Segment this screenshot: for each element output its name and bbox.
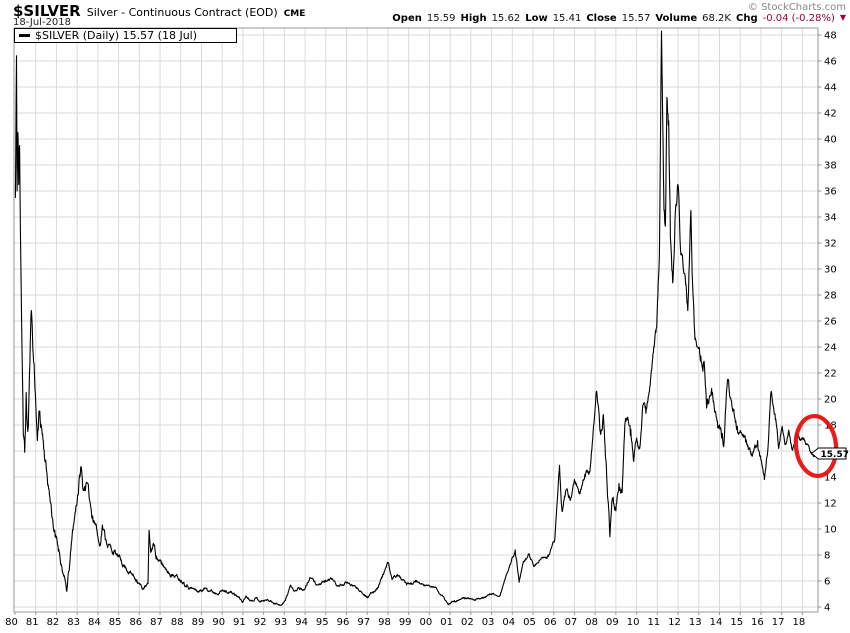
chart-legend: $SILVER (Daily) 15.57 (18 Jul) (14, 28, 237, 43)
y-axis-label: 44 (824, 83, 837, 94)
x-axis-label: 07 (565, 617, 578, 628)
y-axis-label: 10 (824, 525, 837, 536)
close-value: 15.57 (621, 13, 651, 24)
x-axis-label: 85 (109, 617, 122, 628)
x-axis-label: 01 (440, 617, 453, 628)
x-axis-label: 91 (233, 617, 246, 628)
down-triangle-icon: ▼ (839, 13, 846, 22)
plot-frame (13, 27, 819, 613)
y-axis-label: 30 (824, 265, 837, 276)
x-axis-label: 04 (502, 617, 515, 628)
open-value: 15.59 (426, 13, 456, 24)
x-axis-label: 93 (274, 617, 287, 628)
x-axis-label: 95 (316, 617, 329, 628)
x-axis-label: 00 (420, 617, 433, 628)
y-axis-label: 32 (824, 239, 837, 250)
volume-value: 68.2K (702, 13, 731, 24)
x-axis-label: 92 (254, 617, 267, 628)
y-axis-label: 38 (824, 161, 837, 172)
x-axis-label: 08 (585, 617, 598, 628)
symbol-label: $SILVER (13, 2, 81, 20)
x-axis-label: 12 (668, 617, 681, 628)
chart-date: 18-Jul-2018 (13, 17, 72, 28)
y-axis-label: 4 (824, 603, 830, 614)
x-axis-label: 02 (461, 617, 474, 628)
x-axis-label: 15 (730, 617, 743, 628)
y-axis-label: 46 (824, 57, 837, 68)
chg-label: Chg (735, 13, 758, 24)
x-axis-label: 10 (627, 617, 640, 628)
high-label: High (460, 13, 487, 24)
y-axis-labels: 4846444240383634323028262422201816141210… (824, 31, 837, 614)
y-axis-label: 20 (824, 395, 837, 406)
chg-value: -0.04 (-0.28%) (762, 13, 835, 24)
chart-gridlines (14, 28, 818, 612)
y-axis-label: 42 (824, 109, 837, 120)
y-axis-label: 8 (824, 551, 830, 562)
x-axis-label: 88 (171, 617, 184, 628)
x-axis-label: 09 (606, 617, 619, 628)
x-axis-label: 81 (26, 617, 39, 628)
price-tag-shape (810, 447, 847, 460)
x-axis-label: 82 (47, 617, 60, 628)
y-axis-label: 14 (824, 473, 837, 484)
x-axis-label: 14 (710, 617, 723, 628)
open-label: Open (392, 13, 422, 24)
y-axis-label: 22 (824, 369, 837, 380)
volume-label: Volume (655, 13, 698, 24)
x-axis-label: 99 (399, 617, 412, 628)
y-axis-label: 24 (824, 343, 837, 354)
x-axis-label: 90 (212, 617, 225, 628)
chart-header: $SILVER Silver - Continuous Contract (EO… (13, 2, 305, 20)
x-axis-label: 87 (150, 617, 163, 628)
symbol-description: Silver - Continuous Contract (EOD) (86, 6, 278, 19)
y-axis-label: 6 (824, 577, 830, 588)
price-line-series (14, 30, 815, 606)
x-axis-label: 16 (751, 617, 764, 628)
legend-text: $SILVER (Daily) 15.57 (18 Jul) (35, 29, 198, 42)
x-axis-label: 86 (129, 617, 142, 628)
x-axis-label: 98 (378, 617, 391, 628)
last-price-tag: 15.57 (810, 447, 849, 460)
price-tag-value: 15.57 (821, 450, 849, 460)
high-value: 15.62 (491, 13, 521, 24)
exchange-label: CME (283, 9, 306, 19)
line-swatch-icon (19, 34, 30, 37)
axis-ticks (14, 34, 822, 615)
x-axis-label: 94 (295, 617, 308, 628)
quote-summary: Open 15.59 High 15.62 Low 15.41 Close 15… (392, 13, 846, 24)
x-axis-labels: 80 81 82 83 84 85 86 87 88 89 90 91 92 93 94 95 96 97 98 99… (5, 617, 805, 628)
x-axis-label: 83 (67, 617, 80, 628)
low-value: 15.41 (552, 13, 582, 24)
y-axis-label: 12 (824, 499, 837, 510)
x-axis-label: 06 (544, 617, 557, 628)
y-axis-label: 36 (824, 187, 837, 198)
x-axis-label: 84 (88, 617, 101, 628)
x-axis-label: 80 (5, 617, 18, 628)
y-axis-label: 48 (824, 31, 837, 42)
x-axis-label: 17 (772, 617, 785, 628)
stockcharts-watermark: © StockCharts.com (747, 2, 846, 13)
y-axis-label: 28 (824, 291, 837, 302)
x-axis-label: 18 (792, 617, 805, 628)
x-axis-label: 05 (523, 617, 536, 628)
x-axis-label: 13 (689, 617, 702, 628)
y-axis-label: 26 (824, 317, 837, 328)
x-axis-label: 96 (337, 617, 350, 628)
x-axis-label: 03 (482, 617, 495, 628)
low-label: Low (525, 13, 548, 24)
x-axis-label: 89 (192, 617, 205, 628)
x-axis-label: 97 (357, 617, 370, 628)
red-ellipse-annotation (793, 413, 839, 479)
y-axis-label: 34 (824, 213, 837, 224)
y-axis-label: 40 (824, 135, 837, 146)
x-axis-label: 11 (647, 617, 660, 628)
close-label: Close (586, 13, 617, 24)
